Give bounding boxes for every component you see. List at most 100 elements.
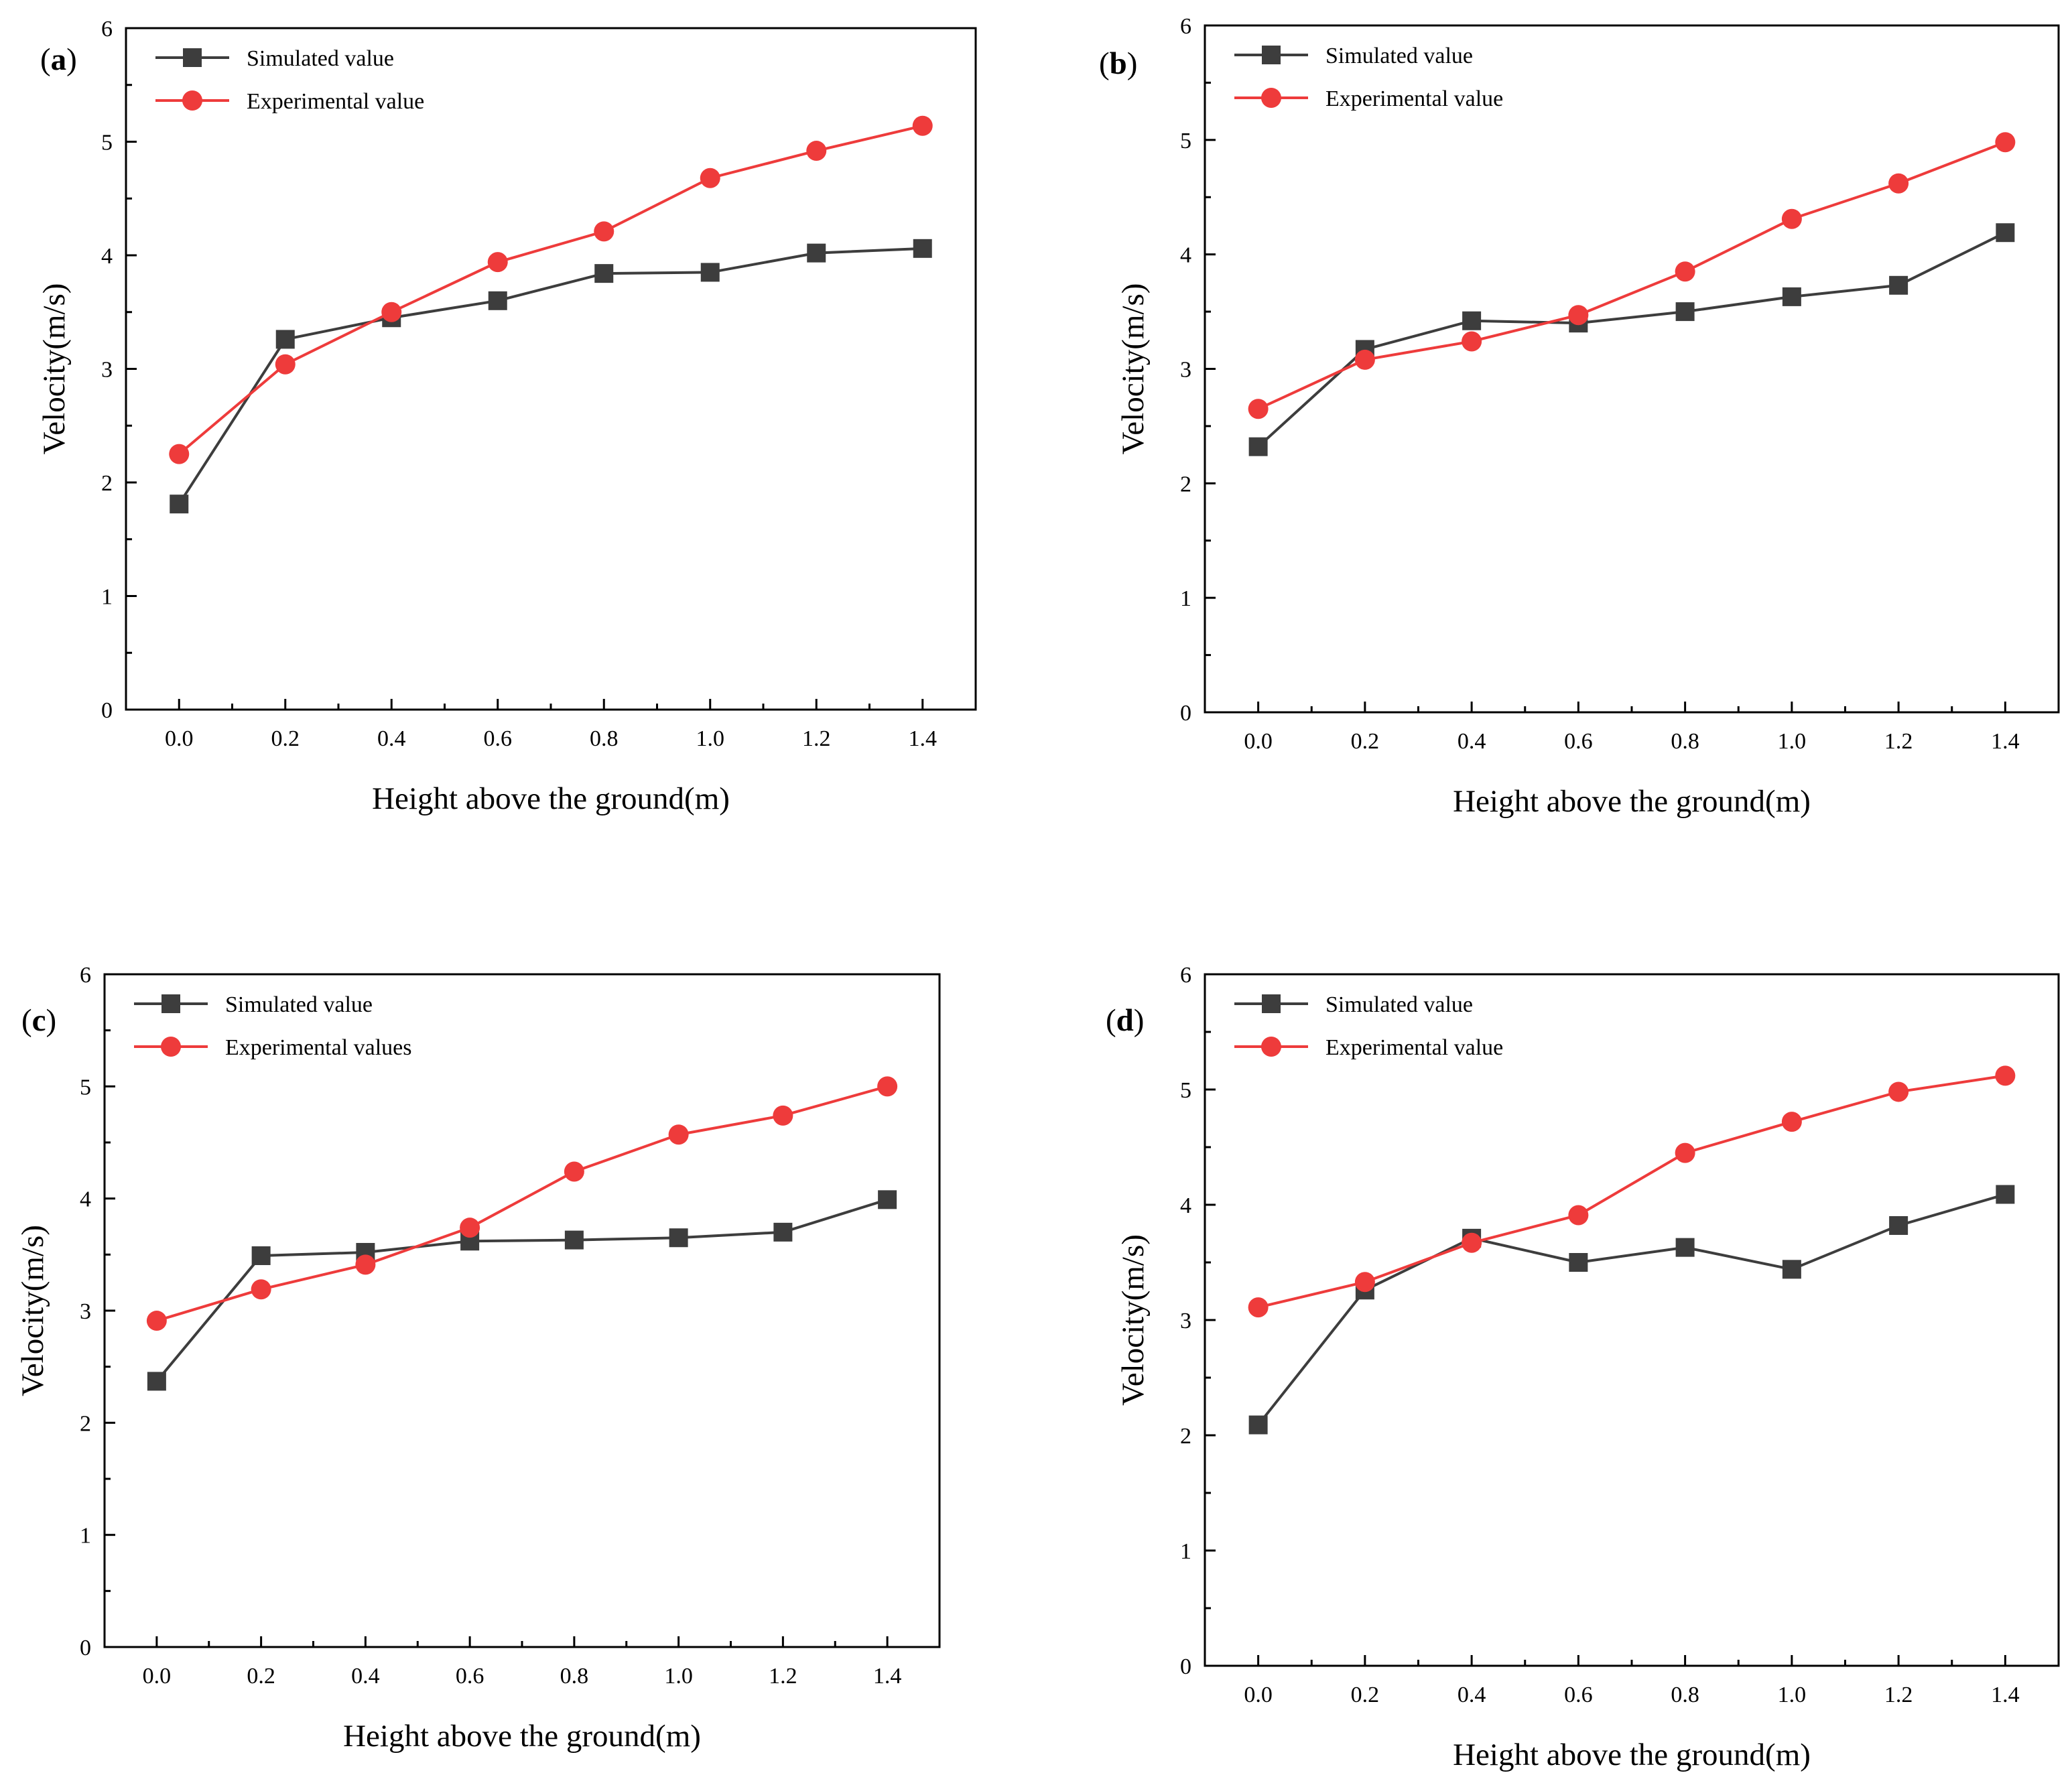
panel-label: (b)	[1099, 46, 1137, 81]
y-tick-label: 6	[1180, 14, 1191, 39]
data-point-experimental	[1995, 1065, 2016, 1086]
data-point-simulated	[1569, 1253, 1588, 1272]
x-tick-label: 1.0	[1778, 729, 1807, 754]
data-point-experimental	[355, 1254, 376, 1275]
data-point-experimental	[169, 444, 190, 464]
x-tick-label: 1.4	[1991, 1683, 2020, 1707]
legend-label: Experimental value	[1325, 1035, 1503, 1060]
data-point-experimental	[912, 115, 933, 136]
legend-marker	[182, 90, 202, 111]
x-tick-label: 0.4	[351, 1664, 380, 1689]
x-tick-label: 0.0	[1244, 729, 1273, 754]
x-tick-label: 1.4	[1991, 729, 2020, 754]
x-tick-label: 0.4	[377, 726, 406, 751]
plot-frame	[1204, 973, 2060, 1667]
data-point-experimental	[700, 168, 720, 188]
data-point-simulated	[700, 263, 720, 282]
series-line-simulated	[155, 1198, 888, 1382]
chart-panel-d: 0 1 2 3 4 5 6 0.0 0.2 0.4 0.6 0.8 1.0 1.2 1.4 Height ab…	[1106, 963, 2060, 1772]
data-point-experimental	[806, 141, 827, 161]
data-point-simulated	[275, 330, 295, 349]
series-line-simulated	[1257, 231, 2006, 448]
data-point-experimental	[460, 1218, 480, 1238]
y-axis-label: Velocity(m/s)	[1116, 1234, 1151, 1406]
legend-marker	[1262, 994, 1281, 1013]
data-point-experimental	[1354, 349, 1375, 370]
y-tick-label: 5	[1180, 129, 1191, 153]
data-point-experimental	[487, 252, 508, 273]
y-tick-label: 6	[101, 17, 113, 42]
x-tick-label: 0.6	[484, 726, 513, 751]
data-point-simulated	[1996, 1185, 2015, 1204]
x-tick-label: 0.6	[456, 1664, 484, 1689]
data-point-experimental	[1888, 173, 1909, 194]
plot-frame	[103, 973, 941, 1648]
legend-marker	[161, 994, 180, 1013]
data-point-experimental	[594, 221, 614, 242]
legend-entry: Experimental value	[1234, 86, 1503, 111]
x-axis-label: Height above the ground(m)	[343, 1719, 701, 1754]
data-point-experimental	[146, 1311, 167, 1331]
data-point-experimental	[1462, 1232, 1482, 1253]
data-point-simulated	[1248, 437, 1268, 456]
y-tick-label: 2	[80, 1411, 91, 1436]
data-point-simulated	[1675, 302, 1695, 322]
x-axis-label: Height above the ground(m)	[1453, 1737, 1811, 1772]
legend-entry: Experimental values	[134, 1035, 412, 1060]
series-line-simulated	[178, 247, 923, 505]
data-point-experimental	[1995, 132, 2016, 153]
x-tick-label: 1.2	[802, 726, 831, 751]
data-point-experimental	[564, 1161, 584, 1182]
legend-entry: Simulated value	[1234, 44, 1473, 68]
x-tick-label: 0.8	[1671, 729, 1699, 754]
series-line-experimental	[156, 1085, 888, 1322]
y-tick-label: 3	[101, 358, 113, 383]
data-point-simulated	[1782, 1260, 1801, 1279]
data-point-experimental	[275, 354, 296, 375]
data-point-experimental	[877, 1076, 898, 1097]
data-point-simulated	[1248, 1415, 1268, 1435]
x-tick-label: 0.0	[1244, 1683, 1273, 1707]
plot-frame	[125, 27, 977, 711]
x-tick-label: 1.4	[873, 1664, 902, 1689]
data-point-simulated	[878, 1190, 897, 1209]
y-tick-label: 0	[1180, 701, 1191, 726]
y-tick-label: 4	[80, 1187, 91, 1212]
series-line-experimental	[1258, 1074, 2006, 1309]
x-tick-label: 0.8	[1671, 1683, 1699, 1707]
data-point-experimental	[1888, 1081, 1909, 1102]
x-tick-label: 0.2	[271, 726, 300, 751]
y-tick-label: 1	[101, 585, 113, 610]
legend-label: Simulated value	[1325, 992, 1473, 1017]
y-tick-label: 0	[101, 698, 113, 723]
y-tick-label: 3	[1180, 358, 1191, 383]
data-point-experimental	[1781, 1112, 1802, 1132]
data-point-simulated	[913, 239, 932, 258]
chart-panel-c: 0 1 2 3 4 5 6 0.0 0.2 0.4 0.6 0.8 1.0 1.2 1.4 Height ab…	[15, 963, 941, 1754]
panel-label: (c)	[21, 1003, 56, 1038]
data-point-simulated	[170, 495, 189, 514]
series-line-experimental	[1257, 141, 2006, 411]
y-tick-label: 6	[80, 963, 91, 988]
data-point-experimental	[1781, 208, 1802, 229]
y-axis-label: Velocity(m/s)	[37, 283, 72, 455]
legend-marker	[183, 48, 202, 67]
y-tick-label: 5	[101, 131, 113, 155]
x-tick-label: 1.2	[769, 1664, 797, 1689]
x-tick-label: 0.2	[1351, 1683, 1380, 1707]
x-tick-label: 1.0	[664, 1664, 693, 1689]
plot-frame	[1204, 24, 2060, 714]
x-tick-label: 0.2	[247, 1664, 275, 1689]
x-axis-label: Height above the ground(m)	[1453, 784, 1811, 819]
x-tick-label: 0.8	[590, 726, 619, 751]
legend-marker	[1262, 46, 1281, 64]
legend-label: Simulated value	[1325, 44, 1473, 68]
data-point-experimental	[773, 1105, 793, 1126]
data-point-experimental	[1568, 305, 1589, 326]
x-tick-label: 0.8	[560, 1664, 589, 1689]
data-point-experimental	[1354, 1272, 1375, 1293]
legend-label: Experimental value	[1325, 86, 1503, 111]
legend-entry: Simulated value	[1234, 992, 1473, 1017]
y-tick-label: 6	[1180, 963, 1191, 988]
y-tick-label: 5	[1180, 1078, 1191, 1103]
